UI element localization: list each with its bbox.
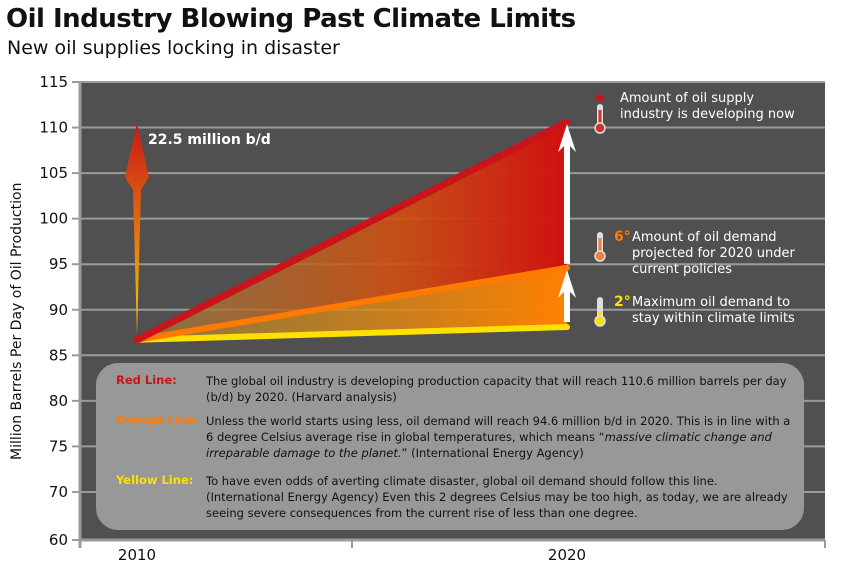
chart-subtitle: New oil supplies locking in disaster [7, 37, 340, 59]
note-label: Red Line: [116, 373, 177, 387]
orange-line-series [134, 264, 570, 343]
note-text: The global oil industry is developing pr… [206, 374, 787, 404]
thermometer-fill [598, 238, 602, 256]
y-axis-label: Million Barrels Per Day of Oil Productio… [9, 183, 25, 460]
y-tick-label: 115 [39, 73, 68, 91]
y-tick-label: 85 [49, 346, 68, 364]
note-text-a: Unless the world starts using less, oil … [206, 414, 791, 444]
white-arrow-upper [558, 124, 576, 264]
annotation-text: Amount of oil supply industry is develop… [620, 91, 795, 122]
increase-arrow [125, 122, 149, 335]
y-tick-label: 105 [39, 164, 68, 182]
thermometer-bulb [594, 122, 606, 134]
red-line-series [133, 118, 571, 344]
note-text: Unless the world starts using less, oil … [206, 413, 791, 461]
degree-2: 2° [614, 294, 631, 310]
legend-notes: Red Line: The global oil industry is dev… [96, 363, 804, 530]
y-tick-label: 70 [49, 483, 68, 501]
thermometer-bulb [594, 315, 606, 327]
note-label: Yellow Line: [116, 473, 194, 487]
annotation-demand: Amount of oil demand projected for 2020 … [632, 230, 812, 278]
y-tick-label: 90 [49, 301, 68, 319]
y-tick-label: 110 [39, 119, 68, 137]
annotation-text: Amount of oil demand projected for 2020 … [632, 230, 795, 277]
y-tick-label: 100 [39, 210, 68, 228]
note-label: Orange Line: [116, 413, 200, 427]
y-tick-label: 95 [49, 255, 68, 273]
flame-icon [596, 94, 604, 102]
thermometer-red-icon [594, 104, 606, 134]
annotation-supply: Amount of oil supply industry is develop… [620, 91, 810, 123]
chart-title: Oil Industry Blowing Past Climate Limits [6, 4, 576, 34]
y-tick-label: 75 [49, 437, 68, 455]
y-tick-label: 80 [49, 392, 68, 410]
note-text-italic: massive climatic change and irreparable … [206, 430, 772, 460]
annotation-text: Maximum oil demand to stay within climat… [632, 295, 795, 326]
y-tick-label: 60 [49, 531, 68, 549]
white-arrow-lower [558, 269, 576, 323]
annotation-limit: Maximum oil demand to stay within climat… [632, 295, 812, 327]
thermometer-orange-icon [594, 232, 606, 262]
note-text: To have even odds of averting climate di… [206, 474, 788, 520]
thermometer-yellow-icon [594, 297, 606, 327]
degree-6: 6° [614, 229, 631, 245]
thermometer-bulb [594, 250, 606, 262]
x-tick-label: 2010 [118, 546, 156, 564]
increase-label: 22.5 million b/d [148, 132, 271, 148]
x-tick-label: 2020 [548, 546, 586, 564]
thermometer-fill [598, 110, 602, 128]
yellow-line-series [134, 324, 570, 343]
note-text-b: ” (International Energy Agency) [401, 446, 584, 460]
